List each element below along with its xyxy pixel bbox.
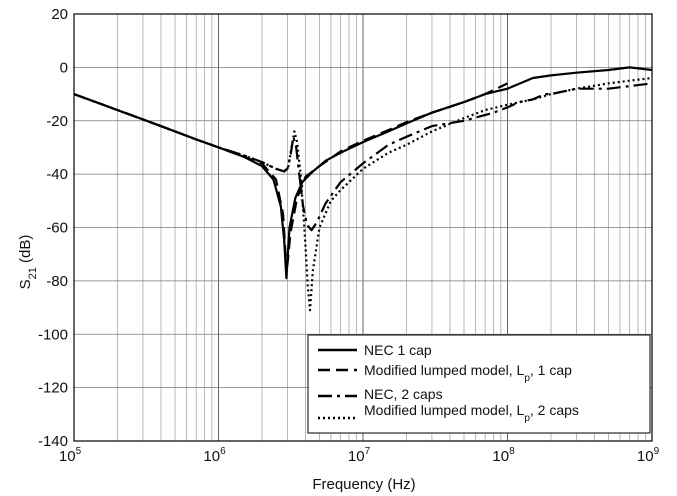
y-tick-label: -60 (46, 220, 68, 237)
x-tick-label: 107 (348, 446, 371, 465)
legend-label-nec-1-cap: NEC 1 cap (364, 342, 432, 358)
legend-label-lumped-2-caps: Modified lumped model, Lp, 2 caps (364, 402, 579, 424)
y-tick-label: -100 (38, 326, 68, 343)
series-lines (73, 66, 653, 312)
y-axis-label-base: S (17, 279, 34, 289)
legend-label-nec-2-caps: NEC, 2 caps (364, 386, 443, 402)
y-tick-label: -140 (38, 433, 68, 450)
legend-label-lumped-1-cap: Modified lumped model, Lp, 1 cap (364, 362, 572, 384)
y-tick-label: -120 (38, 380, 68, 397)
y-axis-label: S21 (dB) (17, 235, 39, 290)
x-axis-label: Frequency (Hz) (312, 476, 415, 493)
plot-frame (73, 13, 653, 442)
y-tick-label: -40 (46, 166, 68, 183)
series-line-lumped-1-cap (73, 82, 508, 266)
x-tick-label: 106 (203, 446, 226, 465)
series-line-lumped-2-caps (73, 76, 653, 312)
y-tick-label: 0 (60, 59, 68, 76)
y-tick-label: 20 (51, 6, 68, 23)
y-tick-label: -80 (46, 273, 68, 290)
y-axis-label-sub: 21 (27, 267, 39, 279)
y-axis-label-unit: (dB) (17, 235, 34, 268)
x-tick-label: 105 (59, 446, 82, 465)
series-line-nec-2-caps (73, 82, 653, 232)
x-tick-label: 108 (492, 446, 515, 465)
x-tick-label: 109 (637, 446, 660, 465)
legend: NEC 1 cap Modified lumped model, Lp, 1 c… (307, 334, 651, 434)
y-tick-label: -20 (46, 113, 68, 130)
